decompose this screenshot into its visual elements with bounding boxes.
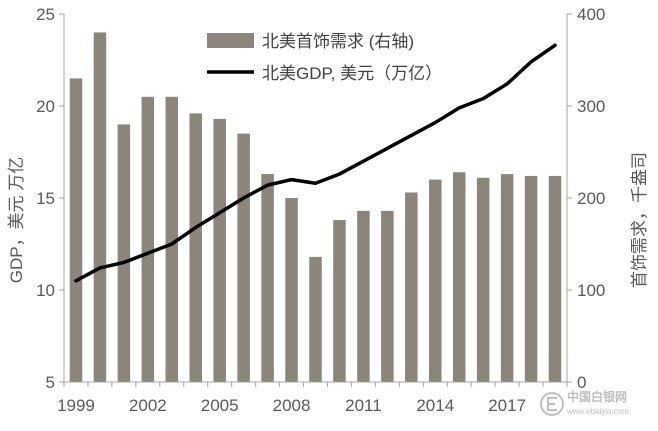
bar-2002 [141, 96, 155, 383]
bar-2005 [213, 118, 226, 382]
jewelry-demand-bars [69, 32, 562, 383]
bar-2011 [357, 210, 370, 382]
x-tick-label: 2005 [201, 396, 239, 415]
right-axis-ticks: 400 300 200 100 0 [567, 5, 605, 392]
right-tick-label: 200 [577, 189, 605, 208]
left-tick-label: 10 [36, 281, 55, 300]
bar-2009 [309, 256, 322, 382]
bar-2008 [285, 198, 298, 382]
watermark: 中国白银网 www.ebaiyin.com [540, 389, 629, 416]
x-tick-label: 2014 [416, 396, 454, 415]
right-axis-label: 首饰需求，千盎司 [630, 152, 649, 288]
left-tick-label: 5 [46, 373, 55, 392]
bar-1999 [69, 78, 83, 383]
legend-swatch-jewelry-demand [207, 33, 254, 48]
bar-2017 [500, 174, 514, 382]
right-tick-label: 300 [577, 97, 605, 116]
x-tick-label: 2008 [273, 396, 311, 415]
legend-label-gdp: 北美GDP, 美元（万亿） [262, 64, 442, 83]
bar-2016 [476, 177, 490, 382]
left-tick-label: 20 [36, 97, 55, 116]
x-tick-label: 2017 [488, 396, 526, 415]
bar-2014 [429, 179, 442, 382]
watermark-name: 中国白银网 [567, 389, 627, 404]
bar-2018 [524, 175, 538, 382]
bar-2007 [261, 174, 274, 382]
bar-2006 [237, 133, 250, 382]
bar-2012 [381, 210, 394, 382]
bar-2010 [333, 220, 346, 382]
x-tick-label: 1999 [57, 396, 95, 415]
bar-2004 [189, 113, 202, 383]
bar-2019 [548, 175, 562, 382]
x-axis-ticks: 1999 2002 2005 2008 2011 2014 2017 [57, 382, 568, 415]
x-tick-label: 2002 [129, 396, 167, 415]
right-tick-label: 100 [577, 281, 605, 300]
left-axis-ticks: 25 20 15 10 5 [36, 5, 64, 392]
x-tick-label: 2011 [345, 396, 382, 415]
legend-label-jewelry-demand: 北美首饰需求 (右轴) [262, 32, 414, 51]
bar-2013 [405, 192, 418, 382]
bar-2001 [117, 124, 131, 383]
left-axis-label: GDP，美元 万亿 [7, 157, 26, 284]
watermark-url: www.ebaiyin.com [566, 407, 629, 416]
right-tick-label: 400 [577, 5, 605, 24]
watermark-logo-icon [540, 392, 564, 416]
left-tick-label: 25 [36, 5, 55, 24]
gdp-series-line [74, 43, 557, 283]
left-tick-label: 15 [36, 189, 55, 208]
bar-2000 [93, 32, 107, 383]
bar-2015 [452, 172, 466, 382]
right-tick-label: 0 [577, 373, 586, 392]
legend: 北美首饰需求 (右轴) 北美GDP, 美元（万亿） [207, 32, 442, 83]
bar-2003 [165, 96, 179, 383]
